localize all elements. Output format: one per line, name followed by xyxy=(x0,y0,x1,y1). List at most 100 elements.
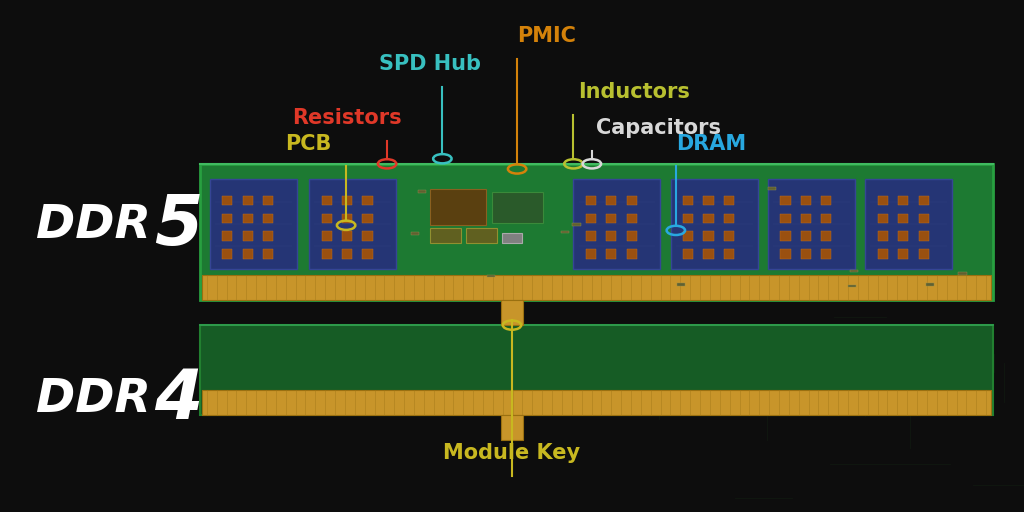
Bar xyxy=(573,179,660,269)
Bar xyxy=(627,231,637,241)
Bar xyxy=(210,179,297,269)
Bar xyxy=(703,249,714,259)
Bar xyxy=(768,179,855,269)
Bar xyxy=(919,214,929,223)
Bar xyxy=(586,249,596,259)
Bar xyxy=(606,214,616,223)
Bar xyxy=(780,196,791,205)
Bar xyxy=(430,228,461,243)
Bar xyxy=(200,164,993,300)
Bar xyxy=(342,196,352,205)
Bar xyxy=(821,231,831,241)
Bar xyxy=(586,196,596,205)
Bar xyxy=(586,214,596,223)
Bar xyxy=(222,231,232,241)
Bar xyxy=(919,249,929,259)
Bar xyxy=(202,390,991,415)
Bar xyxy=(342,249,352,259)
Text: DDR: DDR xyxy=(36,377,151,422)
Bar xyxy=(919,196,929,205)
Bar xyxy=(560,231,568,233)
Bar xyxy=(606,249,616,259)
Bar xyxy=(821,196,831,205)
Text: 5: 5 xyxy=(154,192,202,259)
Bar xyxy=(243,196,253,205)
Bar xyxy=(627,196,637,205)
Bar xyxy=(418,190,426,193)
Bar xyxy=(683,249,693,259)
Bar xyxy=(322,231,332,241)
Bar xyxy=(724,249,734,259)
Bar xyxy=(919,231,929,241)
Bar xyxy=(411,232,419,234)
Bar xyxy=(898,231,908,241)
Bar xyxy=(501,300,523,325)
Bar xyxy=(222,249,232,259)
Bar xyxy=(926,283,934,286)
Bar xyxy=(202,275,991,300)
Bar xyxy=(683,196,693,205)
Bar xyxy=(878,196,888,205)
Bar xyxy=(801,249,811,259)
Bar xyxy=(243,214,253,223)
Bar xyxy=(430,189,486,225)
Bar xyxy=(958,272,967,275)
Text: SPD Hub: SPD Hub xyxy=(379,54,481,74)
Text: 4: 4 xyxy=(154,366,202,433)
Text: Capacitors: Capacitors xyxy=(596,118,721,138)
Text: PCB: PCB xyxy=(285,134,331,154)
Bar xyxy=(898,249,908,259)
Bar xyxy=(627,214,637,223)
Text: Inductors: Inductors xyxy=(579,82,690,102)
Bar xyxy=(322,249,332,259)
Bar xyxy=(263,231,273,241)
Bar xyxy=(502,233,522,243)
Bar xyxy=(627,249,637,259)
Bar xyxy=(362,214,373,223)
Bar xyxy=(677,283,685,286)
Bar xyxy=(801,214,811,223)
Bar xyxy=(362,249,373,259)
Bar xyxy=(492,192,543,223)
Bar xyxy=(342,231,352,241)
Bar xyxy=(898,214,908,223)
Bar xyxy=(362,196,373,205)
Bar xyxy=(263,196,273,205)
Bar xyxy=(683,214,693,223)
Bar xyxy=(606,231,616,241)
Bar xyxy=(222,214,232,223)
Bar xyxy=(243,249,253,259)
Bar xyxy=(878,249,888,259)
Bar xyxy=(780,231,791,241)
Bar xyxy=(801,231,811,241)
Bar xyxy=(322,196,332,205)
Bar xyxy=(586,231,596,241)
Bar xyxy=(342,214,352,223)
Bar xyxy=(878,231,888,241)
Bar xyxy=(243,231,253,241)
Bar xyxy=(322,214,332,223)
Bar xyxy=(466,228,497,243)
Bar xyxy=(878,214,888,223)
Bar xyxy=(780,249,791,259)
Bar xyxy=(865,179,952,269)
Bar xyxy=(780,214,791,223)
Text: DDR: DDR xyxy=(36,203,151,248)
Bar xyxy=(801,196,811,205)
Bar xyxy=(362,231,373,241)
Text: DRAM: DRAM xyxy=(676,134,745,154)
Bar xyxy=(487,274,496,277)
Bar xyxy=(263,249,273,259)
Bar xyxy=(222,196,232,205)
Bar xyxy=(703,196,714,205)
Text: Module Key: Module Key xyxy=(443,443,581,463)
Bar xyxy=(703,214,714,223)
Bar xyxy=(683,231,693,241)
Bar xyxy=(671,179,758,269)
Bar xyxy=(200,325,993,415)
Bar xyxy=(724,231,734,241)
Bar xyxy=(572,223,581,226)
Bar xyxy=(606,196,616,205)
Bar xyxy=(703,231,714,241)
Text: Resistors: Resistors xyxy=(292,108,401,128)
